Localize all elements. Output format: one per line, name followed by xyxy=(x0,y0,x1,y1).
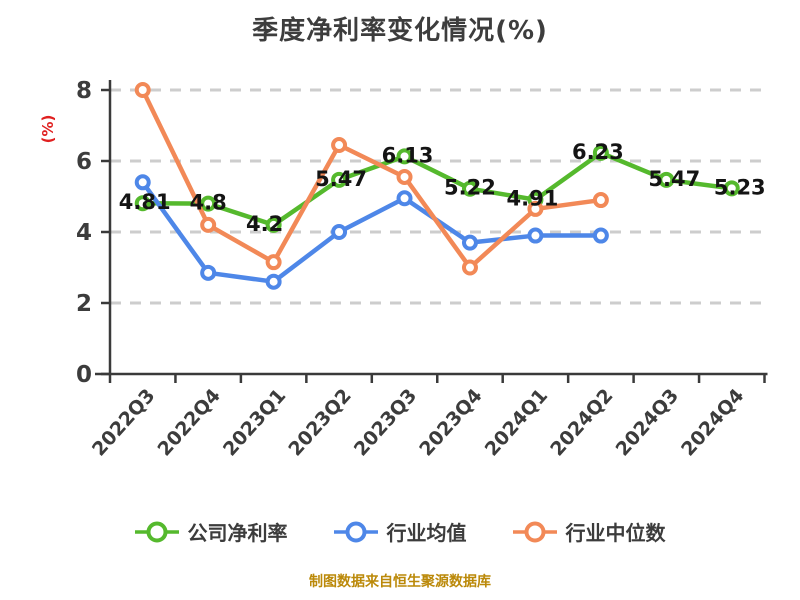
data-point-company[interactable] xyxy=(396,148,413,165)
data-point-industry-median[interactable] xyxy=(265,254,282,271)
y-tick-label: 6 xyxy=(76,149,92,175)
series-points-industry-median[interactable] xyxy=(134,82,609,276)
y-tick-label: 8 xyxy=(76,78,92,104)
line-chart-svg: 0 2 4 6 8 2022Q32022Q42023Q12023Q22023Q32023Q… xyxy=(76,78,768,461)
data-point-company[interactable] xyxy=(723,180,740,197)
value-label: 5.23 xyxy=(714,175,766,199)
legend-item-company[interactable]: 公司净利率 xyxy=(134,517,288,546)
data-point-company[interactable] xyxy=(134,195,151,212)
value-label: 5.47 xyxy=(315,167,367,191)
value-label: 6.13 xyxy=(382,143,434,167)
x-tick-label: 2023Q3 xyxy=(350,385,421,461)
plot-area: 0 2 4 6 8 2022Q3 2022Q4 2023Q1 2023Q2 2023Q3 2023Q… xyxy=(76,78,768,461)
data-point-company[interactable] xyxy=(331,171,348,188)
data-point-industry-median[interactable] xyxy=(527,200,544,217)
x-tick-label: 2023Q1 xyxy=(219,385,290,461)
data-point-industry-avg[interactable] xyxy=(592,227,609,244)
legend-item-industry-avg[interactable]: 行业均值 xyxy=(333,517,467,546)
data-point-industry-avg[interactable] xyxy=(396,190,413,207)
value-label: 4.81 xyxy=(119,190,171,214)
legend-marker-industry-median xyxy=(512,521,557,542)
data-point-industry-median[interactable] xyxy=(331,137,348,154)
data-point-industry-avg[interactable] xyxy=(265,273,282,290)
chart-title: 季度净利率变化情况(%) xyxy=(252,16,548,46)
value-label: 6.23 xyxy=(572,140,624,164)
chart-legend: 公司净利率 行业均值 行业中位数 xyxy=(0,517,800,546)
value-label: 5.47 xyxy=(648,167,700,191)
data-source-note: 制图数据来自恒生聚源数据库 xyxy=(309,574,491,590)
x-tick-label: 2022Q3 xyxy=(88,385,159,461)
legend-label-industry-median: 行业中位数 xyxy=(565,521,666,545)
data-point-company[interactable] xyxy=(265,216,282,233)
y-tick-label: 0 xyxy=(76,362,92,388)
value-label: 4.91 xyxy=(507,187,559,211)
series-line-industry-median[interactable] xyxy=(140,87,604,270)
axes xyxy=(95,80,768,383)
x-tick-label: 2023Q4 xyxy=(415,385,486,461)
data-point-company[interactable] xyxy=(461,180,478,197)
legend-marker-company xyxy=(134,521,179,542)
x-tick-label: 2022Q4 xyxy=(153,385,224,461)
series-line-industry-avg[interactable] xyxy=(140,180,604,284)
x-tick-label: 2024Q2 xyxy=(546,385,617,461)
x-axis-tick-labels: 2022Q32022Q42023Q12023Q22023Q32023Q42024… xyxy=(88,385,748,461)
series-line-company[interactable] xyxy=(140,150,735,228)
data-point-industry-avg[interactable] xyxy=(134,174,151,191)
data-point-industry-median[interactable] xyxy=(461,259,478,276)
series-value-labels-company: 4.81 4.8 4.2 5.47 6.13 5.22 4.91 6.23 5.47 5.23 xyxy=(119,140,766,236)
data-point-industry-avg[interactable] xyxy=(200,264,217,281)
data-point-company[interactable] xyxy=(200,195,217,212)
value-label: 4.8 xyxy=(190,191,227,215)
series-points-industry-avg[interactable] xyxy=(134,174,609,290)
data-point-industry-avg[interactable] xyxy=(527,227,544,244)
y-axis-tick-labels: 0 2 4 6 8 xyxy=(76,78,92,388)
legend-marker-industry-avg xyxy=(333,521,378,542)
data-point-industry-median[interactable] xyxy=(592,192,609,209)
legend-item-industry-median[interactable]: 行业中位数 xyxy=(512,517,666,546)
data-point-industry-median[interactable] xyxy=(200,216,217,233)
x-tick-label: 2023Q2 xyxy=(284,385,355,461)
value-label: 4.2 xyxy=(246,212,283,236)
series-points-company[interactable] xyxy=(134,144,740,233)
data-point-company[interactable] xyxy=(658,171,675,188)
x-tick-label: 2024Q1 xyxy=(481,385,552,461)
data-point-company[interactable] xyxy=(592,144,609,161)
data-point-industry-median[interactable] xyxy=(396,168,413,185)
legend-label-industry-avg: 行业均值 xyxy=(386,521,467,545)
value-label: 5.22 xyxy=(444,176,496,200)
data-point-industry-median[interactable] xyxy=(134,82,151,98)
y-tick-label: 4 xyxy=(76,220,92,246)
data-point-industry-avg[interactable] xyxy=(331,224,348,240)
x-tick-label: 2024Q3 xyxy=(612,385,683,461)
y-tick-label: 2 xyxy=(76,291,92,317)
x-tick-label: 2024Q4 xyxy=(677,385,748,461)
legend-label-company: 公司净利率 xyxy=(187,521,288,545)
data-point-industry-avg[interactable] xyxy=(461,234,478,251)
